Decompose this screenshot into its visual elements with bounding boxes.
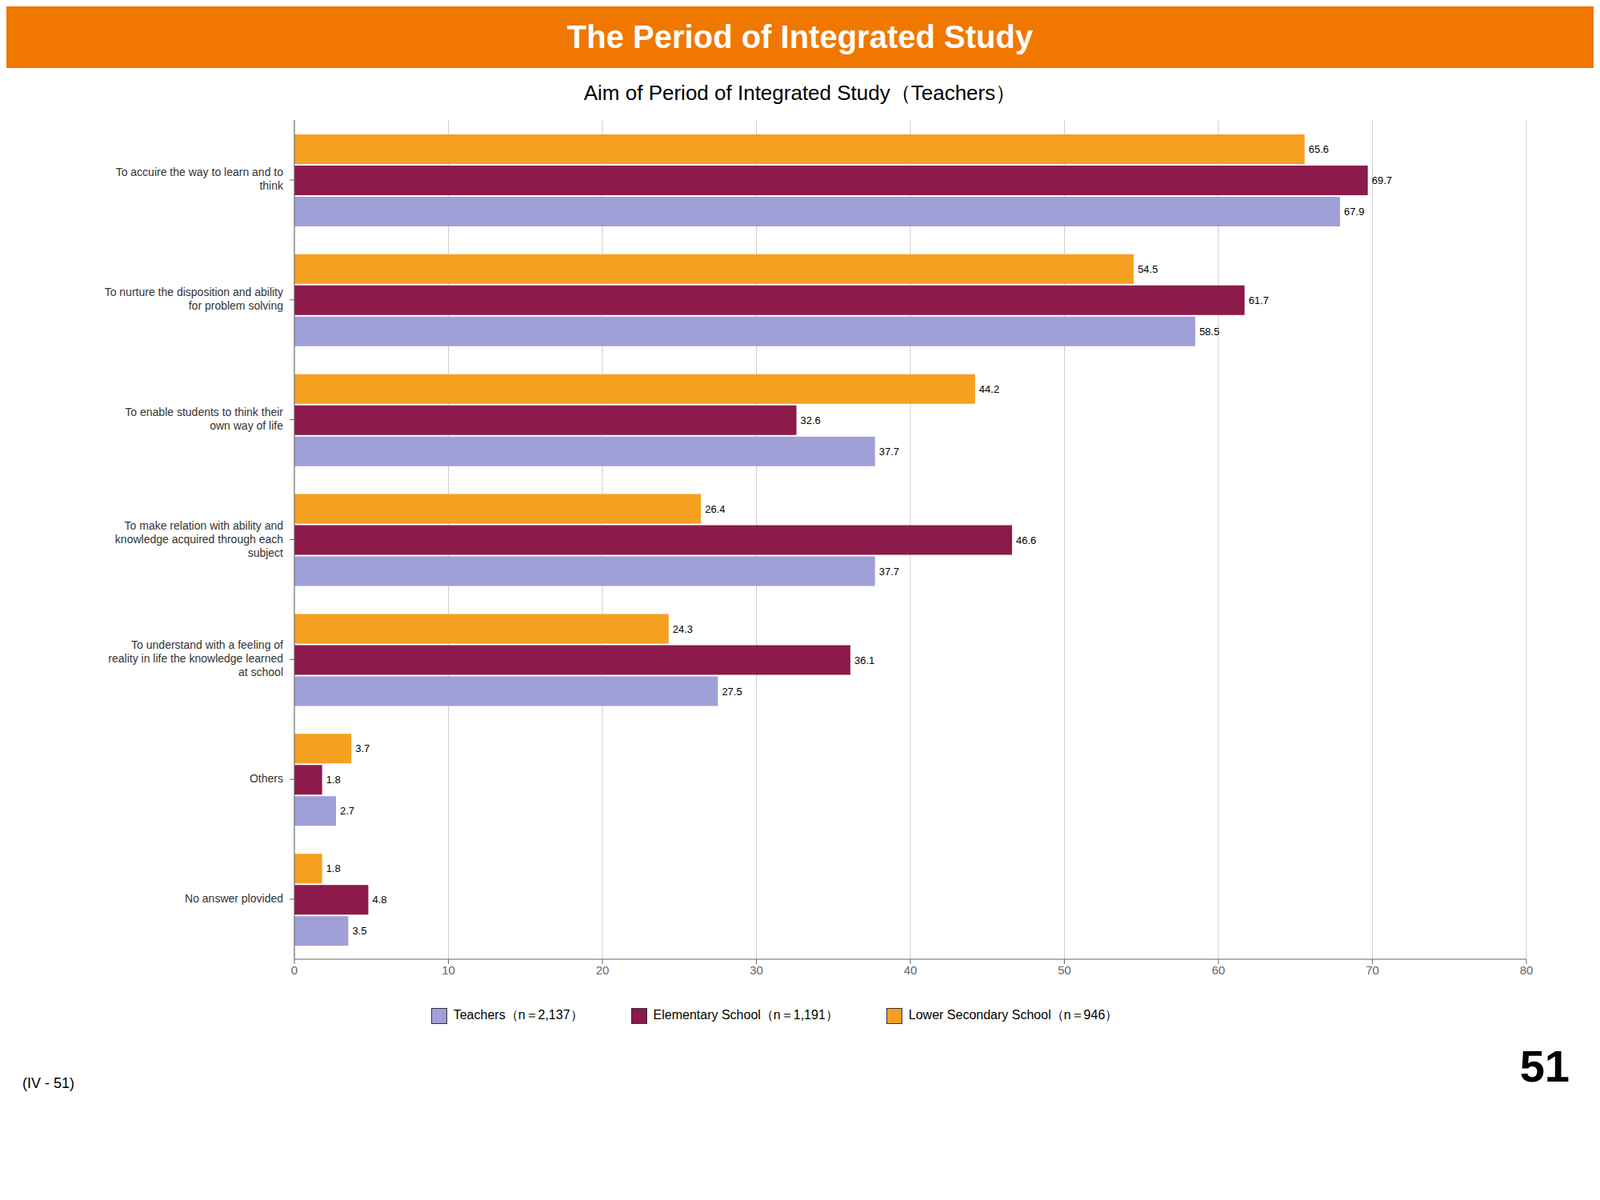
- svg-text:To enable students to think th: To enable students to think theirown way…: [124, 405, 284, 432]
- svg-text:58.5: 58.5: [1199, 325, 1220, 338]
- svg-text:40: 40: [904, 963, 918, 977]
- svg-text:1.8: 1.8: [326, 862, 341, 875]
- svg-text:2.7: 2.7: [340, 804, 355, 817]
- html-text:Elementary School（n＝1,191）: Elementary School（n＝1,191）: [653, 1008, 839, 1022]
- svg-text:65.6: 65.6: [1308, 143, 1329, 156]
- svg-text:70: 70: [1365, 963, 1380, 977]
- svg-text:32.6: 32.6: [800, 414, 821, 427]
- svg-text:60: 60: [1212, 963, 1226, 977]
- svg-text:37.7: 37.7: [879, 565, 900, 578]
- svg-text:69.7: 69.7: [1372, 174, 1392, 187]
- svg-text:26.4: 26.4: [704, 503, 725, 516]
- svg-text:10: 10: [441, 963, 456, 977]
- svg-text:36.1: 36.1: [854, 654, 875, 667]
- svg-text:61.7: 61.7: [1248, 294, 1269, 307]
- svg-text:1.8: 1.8: [326, 773, 341, 786]
- svg-text:27.5: 27.5: [721, 685, 742, 698]
- svg-text:To accuire the way to learn an: To accuire the way to learn and tothink: [116, 165, 284, 192]
- html-text:51: 51: [1519, 1040, 1570, 1092]
- svg-text:To nurture the disposition and: To nurture the disposition and abilityfo…: [104, 285, 284, 312]
- html-text:Aim of Period of Integrated St: Aim of Period of Integrated Study（Teache…: [583, 80, 1017, 105]
- svg-text:No answer plovided: No answer plovided: [184, 892, 284, 905]
- svg-text:54.5: 54.5: [1137, 263, 1158, 276]
- svg-text:0: 0: [291, 963, 298, 977]
- svg-text:80: 80: [1520, 963, 1534, 977]
- svg-text:Others: Others: [249, 772, 284, 785]
- html-text:(IV - 51): (IV - 51): [22, 1075, 75, 1092]
- svg-text:50: 50: [1057, 963, 1072, 977]
- svg-text:To make relation with ability: To make relation with ability andknowled…: [115, 518, 284, 559]
- svg-text:37.7: 37.7: [879, 445, 900, 458]
- svg-text:20: 20: [596, 963, 610, 977]
- svg-text:24.3: 24.3: [672, 623, 693, 636]
- html-text:Lower Secondary School（n＝946）: Lower Secondary School（n＝946）: [908, 1008, 1118, 1022]
- svg-text:3.5: 3.5: [352, 924, 367, 937]
- svg-text:46.6: 46.6: [1016, 534, 1036, 547]
- svg-text:4.8: 4.8: [372, 893, 387, 906]
- svg-text:30: 30: [749, 963, 764, 977]
- svg-text:3.7: 3.7: [355, 742, 370, 755]
- html-text:Teachers（n＝2,137）: Teachers（n＝2,137）: [453, 1008, 583, 1022]
- html-text:The Period of Integrated Study: The Period of Integrated Study: [567, 19, 1033, 55]
- svg-text:44.2: 44.2: [979, 383, 1000, 396]
- svg-text:67.9: 67.9: [1344, 205, 1364, 218]
- svg-text:To understand with a feeling o: To understand with a feeling ofreality i…: [108, 638, 284, 679]
